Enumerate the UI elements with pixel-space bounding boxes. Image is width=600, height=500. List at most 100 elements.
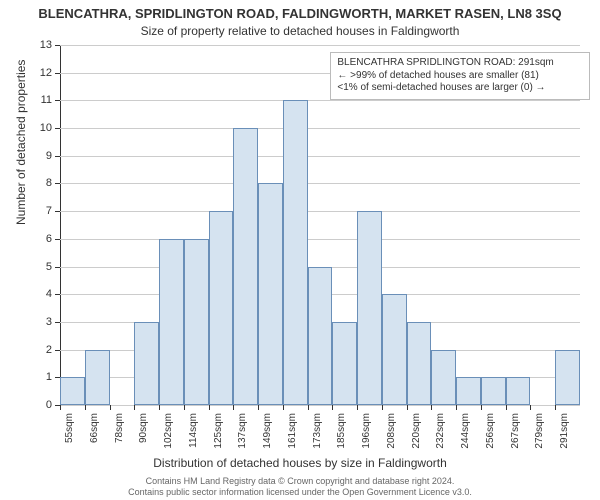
footer-line-2: Contains public sector information licen… <box>0 487 600 498</box>
x-tick-mark <box>481 405 482 410</box>
y-tick-label: 13 <box>28 39 52 51</box>
x-tick-mark <box>159 405 160 410</box>
bar <box>85 350 110 405</box>
x-tick-mark <box>134 405 135 410</box>
y-tick-label: 10 <box>28 122 52 134</box>
bar <box>456 377 481 405</box>
y-tick-label: 12 <box>28 67 52 79</box>
x-tick-label: 279sqm <box>534 413 545 449</box>
x-tick-mark <box>530 405 531 410</box>
grid-line <box>60 45 580 46</box>
grid-line <box>60 100 580 101</box>
y-tick-mark <box>55 156 60 157</box>
x-axis-label: Distribution of detached houses by size … <box>0 456 600 470</box>
y-axis-line <box>60 45 61 405</box>
footer-line-1: Contains HM Land Registry data © Crown c… <box>0 476 600 487</box>
bar <box>159 239 184 405</box>
y-tick-label: 11 <box>28 94 52 106</box>
y-tick-mark <box>55 183 60 184</box>
y-tick-mark <box>55 267 60 268</box>
bar <box>555 350 580 405</box>
x-tick-label: 137sqm <box>237 413 248 449</box>
x-tick-label: 173sqm <box>312 413 323 449</box>
x-tick-label: 55sqm <box>64 413 75 443</box>
x-tick-mark <box>85 405 86 410</box>
bar <box>332 322 357 405</box>
y-tick-label: 6 <box>28 233 52 245</box>
bar <box>258 183 283 405</box>
bar <box>283 100 308 405</box>
x-tick-label: 220sqm <box>411 413 422 449</box>
y-axis-label: Number of detached properties <box>14 60 28 225</box>
y-tick-label: 3 <box>28 316 52 328</box>
y-tick-label: 1 <box>28 371 52 383</box>
grid-line <box>60 128 580 129</box>
x-tick-mark <box>283 405 284 410</box>
y-tick-mark <box>55 45 60 46</box>
bar <box>184 239 209 405</box>
y-tick-mark <box>55 100 60 101</box>
y-tick-mark <box>55 294 60 295</box>
x-tick-label: 267sqm <box>510 413 521 449</box>
x-tick-mark <box>233 405 234 410</box>
x-tick-label: 149sqm <box>262 413 273 449</box>
title-main: BLENCATHRA, SPRIDLINGTON ROAD, FALDINGWO… <box>0 6 600 21</box>
x-tick-label: 185sqm <box>336 413 347 449</box>
bar <box>209 211 234 405</box>
x-tick-mark <box>555 405 556 410</box>
x-tick-label: 196sqm <box>361 413 372 449</box>
bar <box>382 294 407 405</box>
bar <box>357 211 382 405</box>
y-tick-label: 8 <box>28 177 52 189</box>
x-tick-label: 161sqm <box>287 413 298 449</box>
footer: Contains HM Land Registry data © Crown c… <box>0 476 600 498</box>
grid-line <box>60 156 580 157</box>
bar <box>233 128 258 405</box>
title-sub: Size of property relative to detached ho… <box>0 24 600 38</box>
x-tick-label: 66sqm <box>89 413 100 443</box>
x-tick-mark <box>184 405 185 410</box>
bar <box>134 322 159 405</box>
y-tick-mark <box>55 322 60 323</box>
x-tick-label: 78sqm <box>114 413 125 443</box>
y-tick-label: 4 <box>28 288 52 300</box>
x-tick-label: 291sqm <box>559 413 570 449</box>
x-tick-label: 102sqm <box>163 413 174 449</box>
bar <box>407 322 432 405</box>
bar <box>481 377 506 405</box>
bar <box>60 377 85 405</box>
x-tick-mark <box>209 405 210 410</box>
y-tick-label: 0 <box>28 399 52 411</box>
x-tick-mark <box>110 405 111 410</box>
y-tick-label: 2 <box>28 344 52 356</box>
chart-area: 01234567891011121355sqm66sqm78sqm90sqm10… <box>60 45 580 405</box>
x-tick-label: 244sqm <box>460 413 471 449</box>
y-tick-mark <box>55 73 60 74</box>
x-tick-mark <box>357 405 358 410</box>
bar <box>431 350 456 405</box>
grid-line <box>60 405 580 406</box>
x-tick-mark <box>456 405 457 410</box>
legend-box: BLENCATHRA SPRIDLINGTON ROAD: 291sqm ← >… <box>330 52 590 100</box>
legend-line-2: ← >99% of detached houses are smaller (8… <box>337 70 583 83</box>
x-tick-label: 90sqm <box>138 413 149 443</box>
y-tick-mark <box>55 239 60 240</box>
y-tick-label: 5 <box>28 261 52 273</box>
x-tick-mark <box>407 405 408 410</box>
y-tick-mark <box>55 211 60 212</box>
legend-line-3: <1% of semi-detached houses are larger (… <box>337 82 583 95</box>
x-tick-label: 256sqm <box>485 413 496 449</box>
x-tick-label: 232sqm <box>435 413 446 449</box>
x-tick-label: 114sqm <box>188 413 199 448</box>
bar <box>506 377 531 405</box>
x-tick-mark <box>382 405 383 410</box>
grid-line <box>60 183 580 184</box>
legend-line-1: BLENCATHRA SPRIDLINGTON ROAD: 291sqm <box>337 57 583 70</box>
x-tick-mark <box>258 405 259 410</box>
x-tick-mark <box>506 405 507 410</box>
y-tick-mark <box>55 128 60 129</box>
x-tick-mark <box>332 405 333 410</box>
x-tick-mark <box>60 405 61 410</box>
y-tick-mark <box>55 350 60 351</box>
grid-line <box>60 239 580 240</box>
